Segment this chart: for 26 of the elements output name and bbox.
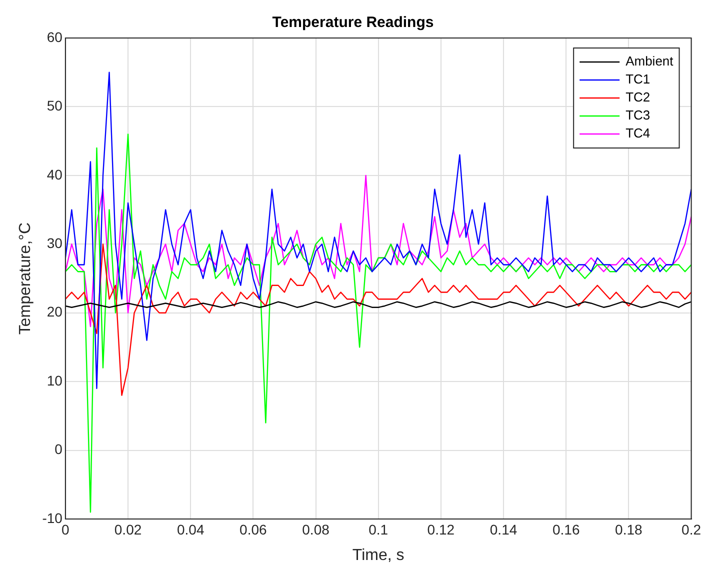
x-tick-label: 0.12 [427,521,455,538]
y-tick-label: 10 [46,372,63,388]
x-tick-label: 0.2 [682,521,702,538]
y-tick-label: 30 [46,235,63,251]
chart-title: Temperature Readings [272,14,434,32]
x-axis-title: Time, s [352,546,404,564]
x-tick-label: 0.08 [302,521,330,538]
y-axis-title: Temperature,°C [17,222,34,335]
y-tick-label: 50 [46,98,63,114]
x-tick-label: 0.02 [114,521,142,538]
x-tick-label: 0.14 [490,521,518,538]
y-tick-label: 60 [46,28,63,45]
x-tick-label: 0.18 [615,521,643,538]
x-tick-label: 0.06 [240,521,268,538]
x-tick-label: 0.1 [368,521,388,538]
legend-label: TC4 [626,126,650,141]
legend-label: Ambient [626,54,674,69]
y-tick-label: -10 [42,510,63,526]
legend-label: TC3 [626,108,650,123]
x-tick-label: 0.16 [552,521,580,538]
legend-label: TC2 [626,90,650,105]
y-tick-label: 40 [46,166,63,182]
y-tick-label: 0 [54,441,63,458]
y-tick-label: 20 [46,304,63,320]
x-tick-label: 0.04 [176,521,204,538]
legend-label: TC1 [626,72,650,87]
